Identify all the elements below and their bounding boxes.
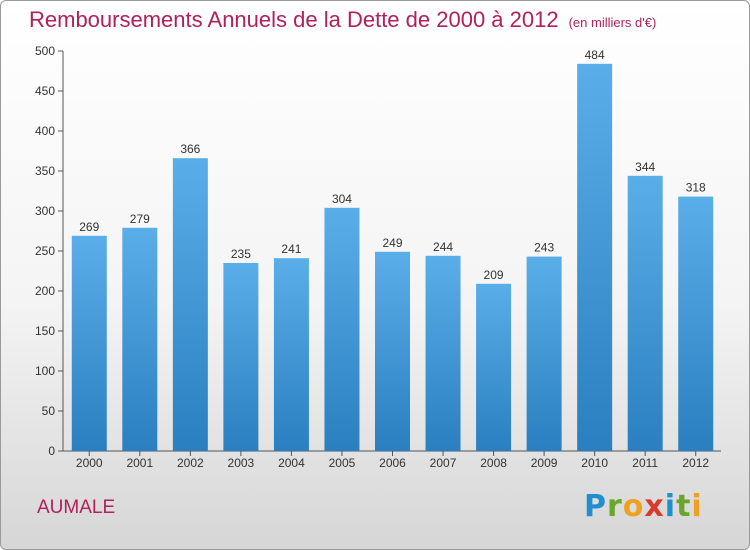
value-label-2003: 235 [231,247,251,261]
chart-title-text: Remboursements Annuels de la Dette de 20… [29,7,559,32]
x-tick-label-2003: 2003 [228,456,255,470]
y-tick-label: 200 [35,284,55,298]
proxiti-logo: Proxiti [584,489,703,524]
bar-2003 [223,263,259,451]
x-tick-label-2009: 2009 [531,456,558,470]
y-tick-label: 350 [35,164,55,178]
bar-2009 [526,256,562,451]
y-tick-label: 250 [35,244,55,258]
value-label-2001: 279 [130,212,150,226]
y-tick-label: 100 [35,364,55,378]
city-name: AUMALE [37,497,116,518]
bar-2000 [71,235,107,451]
y-tick-label: 450 [35,84,55,98]
value-label-2011: 344 [635,160,655,174]
bar-2011 [627,175,663,452]
bars [71,63,714,452]
x-tick-label-2005: 2005 [329,456,356,470]
bar-2008 [476,283,512,451]
x-tick-label-2004: 2004 [278,456,305,470]
value-labels: 269 279 366 235 241 304 249 244 209 243 484 344 318 [79,48,706,282]
x-tick-label-2008: 2008 [480,456,507,470]
value-label-2010: 484 [585,48,605,62]
axes: 0 50 100 150 200 250 300 350 400 450 500 2000 2001 20… [35,44,721,470]
bar-2010 [577,63,613,452]
value-label-2000: 269 [79,220,99,234]
value-label-2006: 249 [382,236,402,250]
value-label-2005: 304 [332,192,352,206]
bar-2002 [172,158,208,451]
value-label-2008: 209 [484,268,504,282]
x-tick-label-2011: 2011 [632,456,658,470]
bar-2012 [678,196,714,451]
bar-2005 [324,207,360,451]
x-tick-label-2002: 2002 [177,456,204,470]
y-tick-label: 400 [35,124,55,138]
x-tick-label-2010: 2010 [581,456,608,470]
y-tick-label: 300 [35,204,55,218]
x-tick-label-2000: 2000 [76,456,103,470]
bar-2004 [273,258,309,451]
chart-unit: (en milliers d'€) [568,15,657,30]
y-tick-label: 500 [35,44,55,58]
value-label-2009: 243 [534,241,554,255]
x-tick-label-2007: 2007 [430,456,457,470]
y-tick-label: 150 [35,324,55,338]
value-label-2007: 244 [433,240,453,254]
y-tick-label: 50 [42,404,56,418]
x-tick-label-2001: 2001 [126,456,153,470]
value-label-2012: 318 [686,181,706,195]
y-tick-label: 0 [48,444,55,458]
x-tick-label-2006: 2006 [379,456,406,470]
chart-title: Remboursements Annuels de la Dette de 20… [29,7,656,33]
value-label-2002: 366 [180,142,200,156]
bar-2006 [375,251,410,451]
value-label-2004: 241 [281,242,301,256]
bar-2001 [122,227,158,451]
bar-2007 [425,255,461,451]
x-tick-label-2012: 2012 [682,456,709,470]
